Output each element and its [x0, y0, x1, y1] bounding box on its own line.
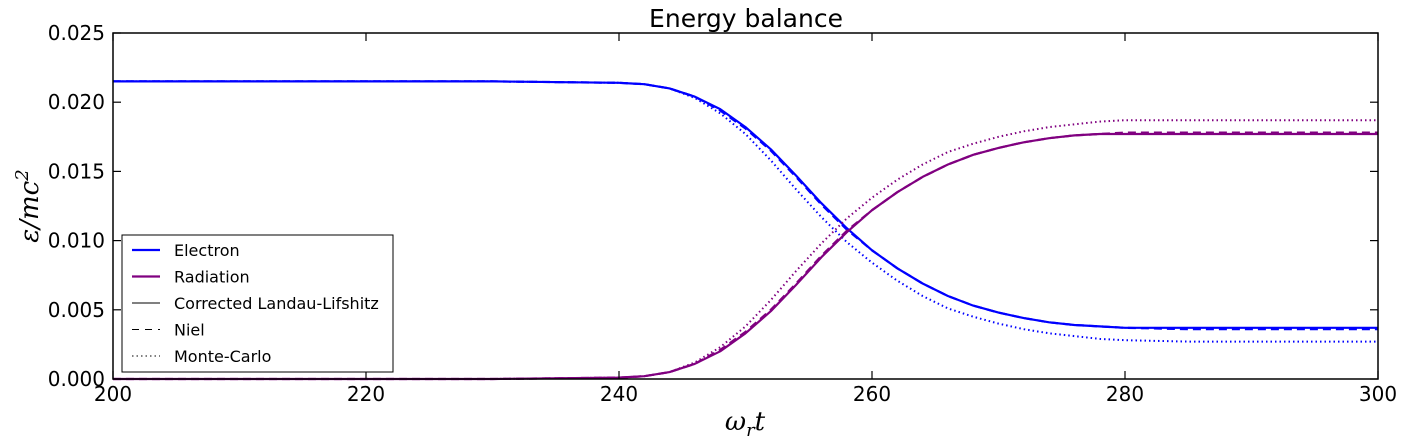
legend-label: Radiation: [174, 268, 250, 287]
chart-title: Energy balance: [649, 4, 843, 33]
legend-entries: Electron Radiation Corrected Landau-Lifshi…: [132, 241, 379, 366]
y-tick-label: 0.015: [48, 159, 105, 183]
legend: Electron Radiation Corrected Landau-Lifshi…: [121, 234, 394, 373]
series-line-radiation-dashed: [113, 131, 1378, 381]
legend-label: Niel: [174, 321, 205, 340]
legend-box: [121, 234, 394, 373]
legend-label: Monte-Carlo: [174, 347, 271, 366]
y-tick-label: 0.020: [48, 90, 105, 114]
x-tick-label: 200: [94, 382, 132, 406]
y-tick-label: 0.000: [48, 367, 105, 391]
y-tick-label: 0.010: [48, 229, 105, 253]
x-tick-label: 240: [600, 382, 638, 406]
legend-label: Electron: [174, 241, 240, 260]
ticks-layer: 200 220 240 260 280 300 0.000 0.005 0.010 0.015 0.…: [48, 21, 1397, 406]
x-tick-label: 280: [1106, 382, 1144, 406]
x-axis-label: ωrt: [725, 407, 766, 441]
legend-label: Corrected Landau-Lifshitz: [174, 294, 379, 313]
x-tick-label: 300: [1359, 382, 1397, 406]
plot-frame: [112, 32, 1379, 380]
x-tick-label: 220: [347, 382, 385, 406]
y-axis-label: ε/mc2: [12, 169, 45, 242]
series-layer: [113, 80, 1378, 381]
series-line-electron-dashed: [113, 80, 1378, 331]
y-tick-label: 0.025: [48, 21, 105, 45]
x-tick-label: 260: [853, 382, 891, 406]
y-tick-label: 0.005: [48, 298, 105, 322]
